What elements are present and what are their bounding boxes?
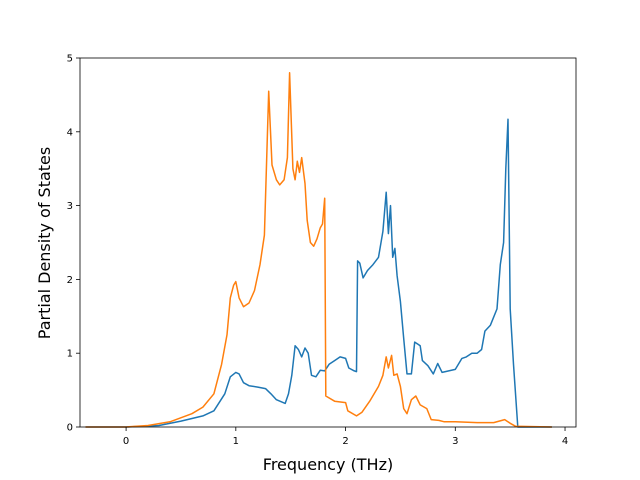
x-tick-label: 2 — [342, 436, 348, 447]
y-axis-label: Partial Density of States — [35, 147, 54, 339]
y-tick-label: 3 — [67, 201, 73, 212]
x-tick-label: 1 — [233, 436, 239, 447]
plot-lines — [85, 72, 552, 428]
x-tick-label: 3 — [452, 436, 458, 447]
y-tick-label: 1 — [67, 349, 73, 360]
y-axis-ticks: 0 1 2 3 4 5 — [67, 54, 80, 434]
plot-frame — [79, 57, 577, 428]
x-axis-ticks: 0 1 2 3 4 — [123, 427, 568, 447]
x-tick-label: 0 — [123, 436, 129, 447]
series-line-1 — [85, 118, 552, 428]
series-line-2 — [85, 72, 552, 428]
x-axis-label: Frequency (THz) — [263, 455, 393, 474]
y-tick-label: 2 — [67, 275, 73, 286]
y-tick-label: 5 — [67, 54, 73, 65]
y-tick-label: 0 — [67, 423, 73, 434]
x-tick-label: 4 — [562, 436, 568, 447]
y-tick-label: 4 — [67, 127, 73, 138]
